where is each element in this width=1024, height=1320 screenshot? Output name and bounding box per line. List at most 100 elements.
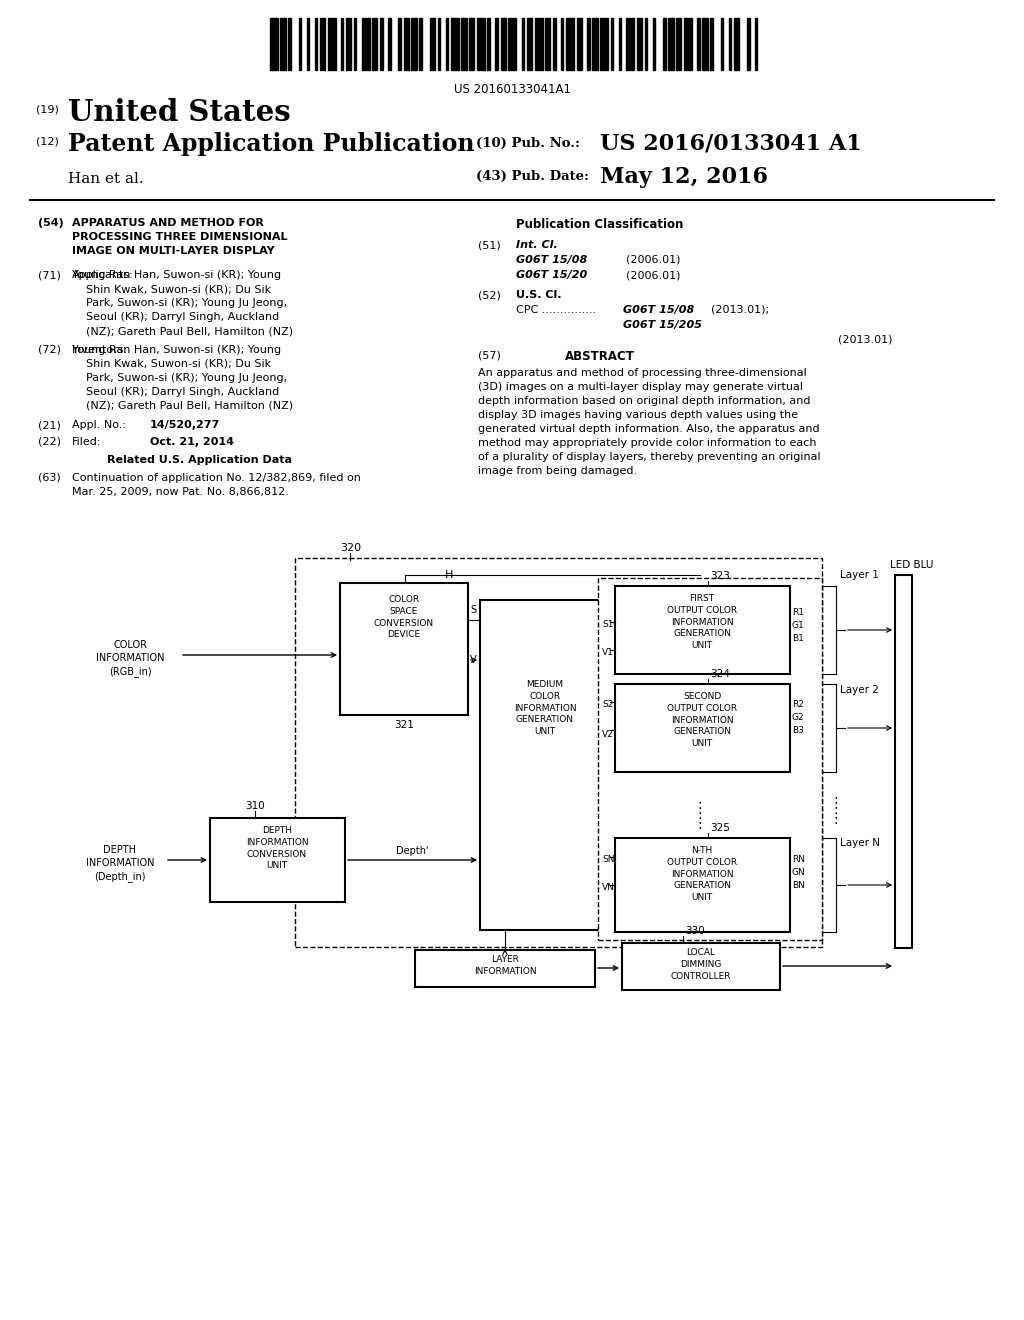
Text: 321: 321 bbox=[394, 719, 414, 730]
Text: G1: G1 bbox=[792, 620, 805, 630]
Text: Continuation of application No. 12/382,869, filed on
Mar. 25, 2009, now Pat. No.: Continuation of application No. 12/382,8… bbox=[72, 473, 360, 498]
Bar bbox=[415, 950, 595, 987]
Text: US 20160133041A1: US 20160133041A1 bbox=[454, 83, 570, 96]
Text: (72): (72) bbox=[38, 345, 61, 355]
Text: :: : bbox=[834, 803, 839, 817]
Bar bbox=[697, 18, 699, 70]
Text: SECOND
OUTPUT COLOR
INFORMATION
GENERATION
UNIT: SECOND OUTPUT COLOR INFORMATION GENERATI… bbox=[667, 692, 737, 748]
Bar bbox=[755, 18, 758, 70]
Text: BN: BN bbox=[792, 880, 805, 890]
Bar bbox=[398, 18, 401, 70]
Bar bbox=[461, 18, 467, 70]
Text: (51): (51) bbox=[478, 240, 501, 249]
Bar bbox=[684, 18, 692, 70]
Bar bbox=[598, 578, 822, 940]
Text: R2: R2 bbox=[792, 700, 804, 709]
Text: (21): (21) bbox=[38, 420, 60, 430]
Bar bbox=[496, 18, 498, 70]
Bar bbox=[676, 18, 681, 70]
Text: (54): (54) bbox=[38, 218, 63, 228]
Text: DEPTH
INFORMATION
CONVERSION
UNIT: DEPTH INFORMATION CONVERSION UNIT bbox=[246, 826, 308, 870]
Bar bbox=[412, 18, 417, 70]
Bar bbox=[289, 18, 291, 70]
Text: Filed:: Filed: bbox=[72, 437, 101, 447]
Bar bbox=[728, 18, 731, 70]
Text: Related U.S. Application Data: Related U.S. Application Data bbox=[106, 455, 292, 465]
Bar bbox=[592, 18, 598, 70]
Text: (19): (19) bbox=[36, 106, 58, 115]
Text: Young Ran Han, Suwon-si (KR); Young
    Shin Kwak, Suwon-si (KR); Du Sik
    Par: Young Ran Han, Suwon-si (KR); Young Shin… bbox=[72, 345, 293, 411]
Text: (2006.01): (2006.01) bbox=[626, 271, 681, 280]
Bar bbox=[295, 558, 822, 946]
Bar bbox=[477, 18, 485, 70]
Text: (43) Pub. Date:: (43) Pub. Date: bbox=[476, 170, 589, 183]
Bar bbox=[328, 18, 336, 70]
Bar bbox=[566, 18, 574, 70]
Bar bbox=[895, 576, 912, 948]
Bar bbox=[501, 18, 506, 70]
Bar bbox=[372, 18, 378, 70]
Text: MEDIUM
COLOR
INFORMATION
GENERATION
UNIT: MEDIUM COLOR INFORMATION GENERATION UNIT bbox=[514, 680, 577, 737]
Text: S1: S1 bbox=[602, 620, 613, 630]
Text: 324: 324 bbox=[710, 669, 730, 678]
Text: APPARATUS AND METHOD FOR
PROCESSING THREE DIMENSIONAL
IMAGE ON MULTI-LAYER DISPL: APPARATUS AND METHOD FOR PROCESSING THRE… bbox=[72, 218, 288, 256]
Text: (52): (52) bbox=[478, 290, 501, 300]
Bar bbox=[451, 18, 459, 70]
Text: G06T 15/20: G06T 15/20 bbox=[516, 271, 587, 280]
Text: United States: United States bbox=[68, 98, 291, 127]
Text: 330: 330 bbox=[685, 927, 705, 936]
Text: 320: 320 bbox=[340, 543, 361, 553]
Text: (22): (22) bbox=[38, 437, 61, 447]
Text: Publication Classification: Publication Classification bbox=[516, 218, 684, 231]
Text: B3: B3 bbox=[792, 726, 804, 735]
Text: :: : bbox=[697, 808, 702, 822]
Text: Patent Application Publication: Patent Application Publication bbox=[68, 132, 474, 156]
Text: B1: B1 bbox=[792, 634, 804, 643]
Text: Layer N: Layer N bbox=[840, 838, 880, 847]
Bar bbox=[702, 18, 708, 70]
Text: 310: 310 bbox=[245, 801, 265, 810]
Text: (2006.01): (2006.01) bbox=[626, 255, 681, 265]
Text: G06T 15/08: G06T 15/08 bbox=[623, 305, 694, 315]
Text: Han et al.: Han et al. bbox=[68, 172, 143, 186]
Text: (10) Pub. No.:: (10) Pub. No.: bbox=[476, 137, 580, 150]
Bar bbox=[664, 18, 666, 70]
Bar bbox=[380, 18, 383, 70]
Text: Layer 1: Layer 1 bbox=[840, 570, 879, 579]
Bar bbox=[281, 18, 286, 70]
Bar bbox=[618, 18, 622, 70]
Text: COLOR
INFORMATION
(RGB_in): COLOR INFORMATION (RGB_in) bbox=[96, 640, 164, 677]
Text: US 2016/0133041 A1: US 2016/0133041 A1 bbox=[600, 132, 862, 154]
Text: GN: GN bbox=[792, 869, 806, 876]
Bar bbox=[615, 586, 790, 675]
Bar bbox=[615, 838, 790, 932]
Text: ABSTRACT: ABSTRACT bbox=[565, 350, 635, 363]
Text: :: : bbox=[697, 799, 702, 812]
Bar bbox=[340, 583, 468, 715]
Bar bbox=[637, 18, 642, 70]
Text: V1: V1 bbox=[602, 648, 613, 657]
Bar bbox=[615, 684, 790, 772]
Bar bbox=[341, 18, 343, 70]
Text: FIRST
OUTPUT COLOR
INFORMATION
GENERATION
UNIT: FIRST OUTPUT COLOR INFORMATION GENERATIO… bbox=[667, 594, 737, 651]
Text: COLOR
SPACE
CONVERSION
DEVICE: COLOR SPACE CONVERSION DEVICE bbox=[374, 595, 434, 639]
Bar bbox=[627, 18, 634, 70]
Bar bbox=[469, 18, 474, 70]
Bar bbox=[487, 18, 490, 70]
Bar bbox=[306, 18, 309, 70]
Text: Layer 2: Layer 2 bbox=[840, 685, 879, 696]
Bar bbox=[521, 18, 524, 70]
Text: (57): (57) bbox=[478, 350, 501, 360]
Text: LAYER
INFORMATION: LAYER INFORMATION bbox=[474, 954, 537, 975]
Bar bbox=[577, 18, 582, 70]
Bar bbox=[346, 18, 351, 70]
Text: G06T 15/205: G06T 15/205 bbox=[623, 319, 702, 330]
Text: 323: 323 bbox=[710, 572, 730, 581]
Text: Depth': Depth' bbox=[395, 846, 428, 855]
Bar bbox=[420, 18, 422, 70]
Text: H: H bbox=[445, 570, 454, 579]
Bar bbox=[354, 18, 356, 70]
Bar bbox=[610, 18, 613, 70]
Bar bbox=[711, 18, 713, 70]
Text: (2013.01): (2013.01) bbox=[838, 335, 893, 345]
